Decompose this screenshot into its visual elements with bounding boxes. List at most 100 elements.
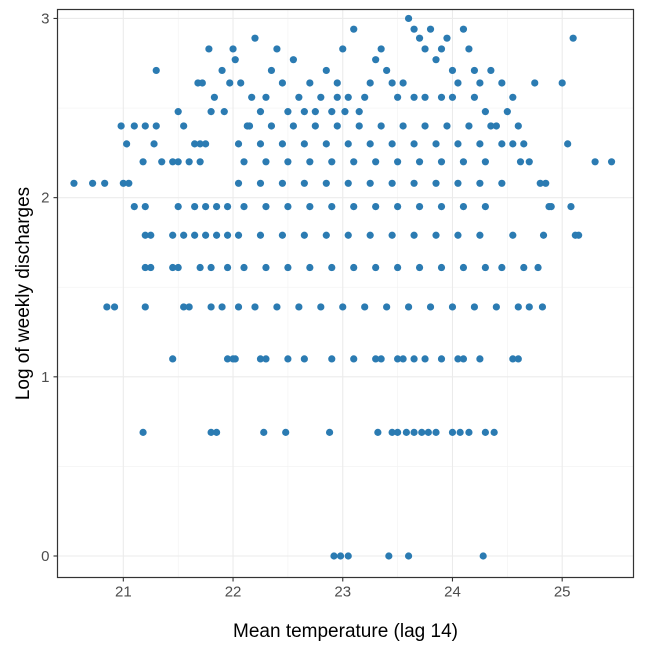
data-point xyxy=(432,179,440,187)
data-point xyxy=(421,93,429,101)
data-point xyxy=(534,263,542,272)
data-point xyxy=(448,428,457,436)
data-point xyxy=(388,79,396,87)
data-point xyxy=(448,66,457,75)
data-point xyxy=(169,158,177,166)
data-point xyxy=(141,303,149,311)
data-point xyxy=(202,202,210,211)
data-point xyxy=(536,179,544,187)
data-point xyxy=(432,428,440,436)
data-point xyxy=(531,79,539,87)
data-point xyxy=(448,93,457,101)
data-point xyxy=(355,122,363,130)
data-point xyxy=(426,25,435,33)
data-point xyxy=(284,108,292,116)
data-point xyxy=(262,93,270,101)
data-point xyxy=(237,79,245,87)
data-point xyxy=(410,231,418,239)
data-point xyxy=(394,263,402,272)
data-point xyxy=(459,25,468,33)
data-point xyxy=(426,303,435,311)
data-point xyxy=(174,202,182,211)
data-point xyxy=(248,93,256,101)
data-point xyxy=(421,45,429,53)
data-point xyxy=(487,122,495,130)
data-point xyxy=(278,140,287,148)
data-point xyxy=(402,428,410,436)
data-point xyxy=(306,202,314,211)
data-point xyxy=(196,140,204,148)
data-point xyxy=(207,303,215,311)
data-point xyxy=(443,122,451,130)
data-point xyxy=(322,140,330,148)
minor-gridlines xyxy=(57,9,634,578)
data-point xyxy=(212,202,221,211)
data-point xyxy=(245,122,254,130)
data-point xyxy=(377,45,385,53)
data-point xyxy=(328,263,336,272)
data-point xyxy=(322,66,330,75)
data-point xyxy=(432,231,440,239)
data-point xyxy=(394,355,402,363)
data-point xyxy=(366,179,374,187)
data-point xyxy=(300,179,308,187)
data-point xyxy=(256,179,265,187)
data-point xyxy=(366,231,374,239)
y-tick-label: 3 xyxy=(41,10,49,27)
data-point xyxy=(410,140,418,148)
data-point xyxy=(284,202,292,211)
data-point xyxy=(539,231,548,239)
data-point xyxy=(377,355,385,363)
data-point xyxy=(300,231,308,239)
data-point xyxy=(456,428,464,436)
y-tick-label: 2 xyxy=(41,190,49,207)
data-point xyxy=(509,93,517,101)
x-tick-label: 23 xyxy=(334,584,351,601)
data-point xyxy=(262,263,270,272)
data-point xyxy=(212,231,221,239)
data-point xyxy=(385,552,393,560)
data-point xyxy=(421,355,429,363)
data-point xyxy=(404,303,413,311)
data-point xyxy=(372,158,380,166)
data-point xyxy=(410,179,418,187)
data-point xyxy=(509,140,517,148)
data-point xyxy=(202,140,210,148)
data-point xyxy=(341,108,349,116)
data-point xyxy=(218,66,226,75)
x-axis-title: Mean temperature (lag 14) xyxy=(233,621,458,642)
data-point xyxy=(311,122,319,130)
data-point xyxy=(174,263,182,272)
data-point xyxy=(101,179,109,187)
data-point xyxy=(251,303,259,311)
data-point xyxy=(492,122,500,130)
data-point xyxy=(328,355,336,363)
data-point xyxy=(141,202,149,211)
data-point xyxy=(372,355,380,363)
data-point xyxy=(262,355,270,363)
data-point xyxy=(322,231,330,239)
data-point xyxy=(394,202,402,211)
data-point xyxy=(498,140,506,148)
data-point xyxy=(130,202,138,211)
data-point xyxy=(437,45,446,53)
data-point xyxy=(141,231,149,239)
data-point xyxy=(174,158,182,166)
data-point xyxy=(361,303,369,311)
data-point xyxy=(481,108,489,116)
data-point xyxy=(240,202,248,211)
data-point xyxy=(223,355,232,363)
data-point xyxy=(388,179,396,187)
data-point xyxy=(289,122,297,130)
data-point xyxy=(542,179,550,187)
data-point xyxy=(437,93,446,101)
data-point xyxy=(185,158,193,166)
data-point xyxy=(306,263,314,272)
data-point xyxy=(339,45,347,53)
data-point xyxy=(234,179,243,187)
data-point xyxy=(218,303,226,311)
data-point xyxy=(322,179,330,187)
data-point xyxy=(234,231,243,239)
data-point xyxy=(70,179,78,187)
